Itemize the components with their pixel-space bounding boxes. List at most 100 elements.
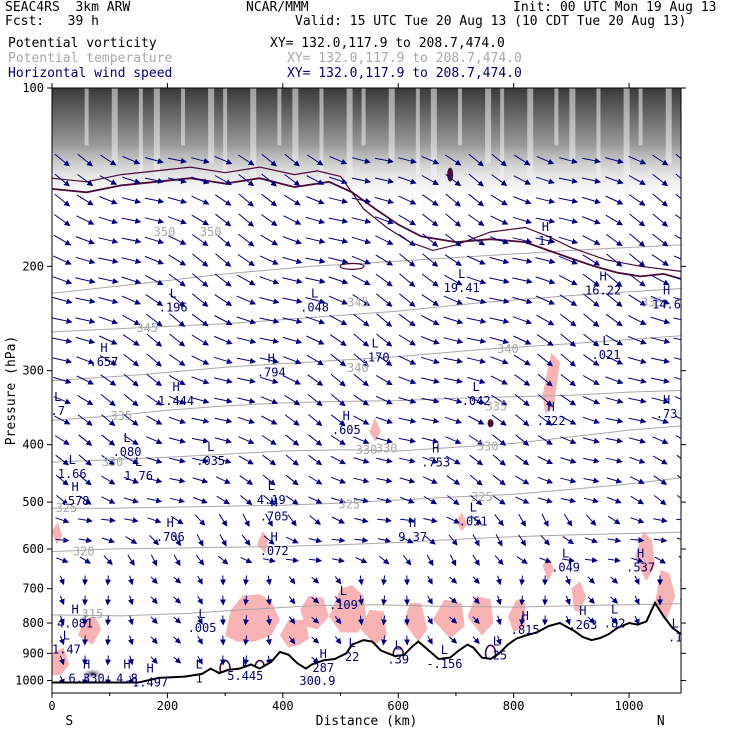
wind-vector (630, 537, 645, 544)
wind-vector (676, 474, 681, 479)
pv-extremum-value: 6.330 (69, 672, 105, 686)
wind-vector (582, 254, 601, 266)
wind-vector (427, 635, 433, 645)
wind-vector (54, 214, 71, 227)
y-tick-label: 1000 (15, 673, 44, 687)
wind-vector (650, 377, 670, 384)
wind-vector (651, 254, 669, 266)
wind-vector (150, 656, 158, 665)
isentrope-315 (52, 603, 681, 617)
pv-extremum-value: .537 (626, 561, 655, 575)
wind-vector (191, 355, 210, 365)
wind-vector (650, 337, 671, 345)
wind-vector (610, 596, 619, 604)
wind-vector (422, 456, 439, 464)
wind-vector (197, 595, 203, 605)
upper-shading-streak (457, 88, 462, 146)
wind-vector (495, 575, 502, 586)
wind-vector (652, 154, 669, 166)
isentrope-label: 340 (347, 361, 369, 375)
wind-vector (519, 595, 526, 606)
wind-vector (353, 497, 370, 504)
pv-extremum-letter: H (71, 602, 78, 616)
wind-vector (354, 537, 369, 544)
upper-shading-streak (292, 88, 299, 164)
wind-vector (76, 375, 95, 385)
wind-vector (421, 273, 439, 287)
wind-vector (651, 397, 670, 404)
wind-vector (558, 177, 578, 184)
wind-vector (260, 376, 279, 385)
wind-vector (673, 276, 681, 280)
field-wind-name: Horizontal wind speed (8, 66, 173, 81)
wind-vector (398, 233, 416, 247)
wind-vector (282, 256, 303, 265)
wind-vector (191, 417, 210, 424)
wind-vector (54, 415, 71, 425)
wind-vector (146, 374, 162, 387)
wind-vector (607, 537, 622, 544)
pv-extremum-value: .39 (387, 653, 409, 667)
upper-shading-streak (111, 88, 118, 164)
plot-frame (51, 87, 682, 694)
upper-shading-streak (527, 88, 534, 196)
wind-vector (123, 476, 140, 484)
wind-vector (629, 213, 646, 227)
wind-vector (243, 595, 250, 606)
wind-vector (243, 575, 250, 586)
wind-vector (56, 557, 69, 564)
wind-vector (673, 337, 681, 341)
upper-shading-streak (569, 88, 576, 164)
wind-vector (472, 596, 480, 605)
pv-extremum-value: 4.8 (116, 672, 138, 686)
wind-vector (398, 334, 416, 346)
wind-vector (449, 576, 458, 584)
upper-shading-streak (346, 88, 353, 196)
upper-shading-streak (223, 88, 228, 181)
wind-vector (402, 554, 412, 566)
wind-vector (540, 534, 550, 546)
wind-vector (306, 335, 325, 345)
wind-vector (241, 534, 251, 546)
wind-vector (146, 436, 163, 445)
wind-vector (606, 457, 623, 464)
wind-vector (121, 217, 142, 224)
wind-vector (191, 437, 210, 444)
wind-vector (535, 237, 556, 244)
wind-vector (536, 176, 555, 185)
pv-extremum-letter: L (311, 287, 318, 301)
wind-vector (78, 537, 93, 544)
wind-vector (375, 416, 394, 425)
wind-vector (424, 535, 436, 545)
wind-vector (629, 253, 646, 267)
pv-extremum-value: .25 (485, 648, 507, 662)
wind-vector (214, 335, 233, 345)
pv-extremum-letter: L (348, 636, 355, 650)
wind-vector (283, 375, 302, 385)
upper-shading-streak (388, 88, 395, 164)
pv-extremum-value: .82 (604, 616, 626, 630)
wind-vector (586, 514, 597, 526)
pv-extremum-letter: H (432, 441, 439, 455)
wind-vector (215, 213, 232, 227)
wind-vector (399, 253, 416, 267)
wind-vector (375, 374, 393, 386)
isentrope-label: 315 (82, 607, 104, 621)
wind-vector (472, 534, 480, 547)
wind-vector (105, 615, 112, 626)
pv-extremum-letter: L (63, 629, 70, 643)
wind-vector (99, 175, 118, 185)
wind-vector (634, 615, 640, 626)
wind-vector (167, 177, 187, 184)
wind-vector (353, 394, 370, 406)
pv-extremum-letter: L (473, 380, 480, 394)
pv-extremum-value: 1 (196, 672, 203, 686)
upper-shading (52, 88, 681, 193)
isentrope-325 (52, 477, 681, 509)
wind-vector (238, 233, 255, 247)
pv-extremum-value: .722 (537, 414, 566, 428)
wind-vector (489, 277, 510, 284)
wind-vector (513, 335, 532, 345)
wind-vector (537, 373, 553, 387)
wind-vector (328, 276, 349, 285)
